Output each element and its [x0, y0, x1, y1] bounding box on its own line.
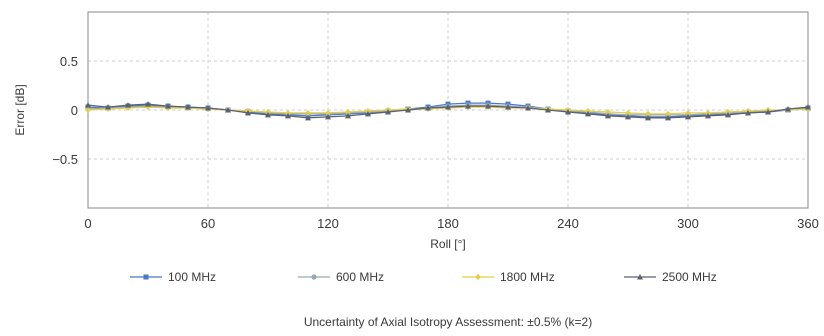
data-point — [665, 114, 671, 121]
data-point — [765, 108, 771, 115]
data-point — [665, 110, 671, 117]
y-axis-title: Error [dB] — [13, 84, 27, 135]
data-point — [685, 109, 691, 116]
data-point — [245, 109, 251, 116]
data-point — [625, 109, 631, 116]
legend: 100 MHz 600 MHz 1800 MHz 2500 MHz — [130, 270, 717, 284]
data-point — [185, 104, 191, 110]
data-point — [165, 103, 171, 109]
y-tick-label: 0 — [71, 103, 78, 118]
legend-label: 100 MHz — [168, 270, 216, 284]
data-point — [585, 110, 591, 117]
data-point — [525, 105, 531, 111]
data-point — [405, 107, 411, 113]
x-tick-labels: 0 60 120 180 240 300 360 — [84, 216, 818, 231]
data-point — [745, 109, 751, 116]
legend-swatch-marker — [475, 274, 481, 280]
data-point — [365, 110, 371, 117]
y-tick-label: −0.5 — [52, 152, 78, 167]
data-point — [465, 103, 471, 109]
data-point — [85, 107, 91, 113]
legend-item: 600 MHz — [298, 270, 384, 284]
data-point — [145, 101, 151, 107]
data-point — [645, 114, 651, 121]
data-point — [605, 112, 611, 119]
data-point — [685, 113, 691, 120]
data-point — [445, 104, 451, 110]
y-tick-label: 0.5 — [60, 54, 78, 69]
data-point — [625, 113, 631, 120]
legend-swatch-marker — [637, 274, 643, 280]
x-tick-label: 300 — [677, 216, 699, 231]
data-point — [705, 112, 711, 119]
data-point — [345, 112, 351, 119]
data-point — [125, 102, 131, 108]
data-point — [645, 110, 651, 117]
data-point — [285, 112, 291, 119]
legend-item: 1800 MHz — [462, 270, 555, 284]
legend-item: 100 MHz — [130, 270, 216, 284]
data-point — [225, 107, 231, 113]
data-point — [725, 111, 731, 118]
uncertainty-footnote: Uncertainty of Axial Isotropy Assessment… — [304, 315, 592, 329]
x-tick-label: 240 — [557, 216, 579, 231]
data-point — [265, 111, 271, 118]
legend-item: 2500 MHz — [624, 270, 717, 284]
data-point — [305, 114, 311, 121]
data-point — [805, 104, 811, 110]
x-tick-label: 360 — [797, 216, 819, 231]
data-point — [425, 105, 431, 111]
data-point — [785, 106, 791, 112]
legend-swatch-marker — [143, 274, 149, 280]
legend-label: 600 MHz — [336, 270, 384, 284]
data-point — [505, 104, 511, 110]
data-point — [85, 102, 91, 108]
x-tick-label: 60 — [201, 216, 215, 231]
y-tick-labels: 0.5 0 −0.5 — [52, 54, 78, 167]
legend-label: 1800 MHz — [500, 270, 555, 284]
data-point — [545, 107, 551, 113]
data-point — [325, 113, 331, 120]
x-tick-label: 180 — [437, 216, 459, 231]
data-point — [565, 108, 571, 115]
legend-label: 2500 MHz — [662, 270, 717, 284]
series-layer — [85, 100, 811, 121]
series-2500-mhz — [85, 101, 811, 121]
data-point — [605, 108, 611, 115]
data-point — [385, 108, 391, 115]
x-tick-label: 0 — [84, 216, 91, 231]
data-point — [305, 109, 311, 116]
data-point — [345, 108, 351, 115]
data-point — [485, 103, 491, 109]
x-tick-label: 120 — [317, 216, 339, 231]
data-point — [105, 104, 111, 110]
data-point — [325, 109, 331, 116]
x-axis-title: Roll [°] — [430, 237, 465, 251]
data-point — [205, 105, 211, 111]
legend-swatch-marker — [311, 274, 317, 280]
